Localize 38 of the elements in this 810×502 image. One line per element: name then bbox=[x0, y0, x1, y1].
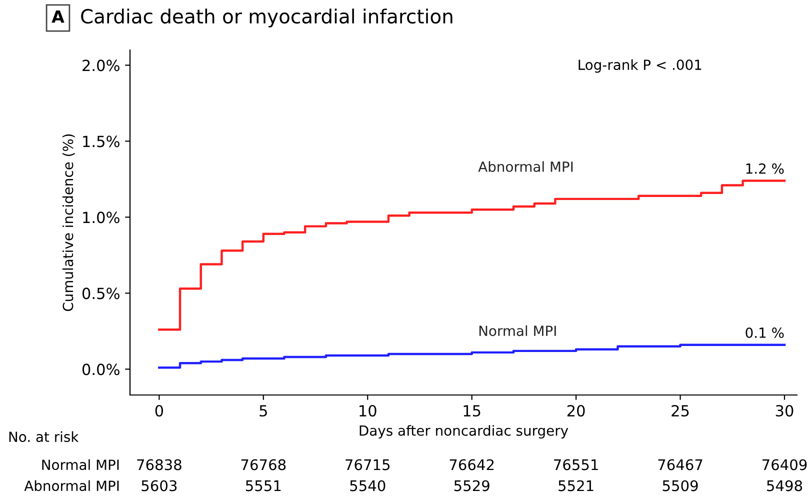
y-axis-title: Cumulative incidence (%) bbox=[62, 134, 75, 312]
chart-title: Cardiac death or myocardial infarction bbox=[81, 8, 452, 28]
x-tick-label: 10 bbox=[360, 404, 376, 417]
text: 76467 bbox=[658, 459, 702, 470]
text: No. at risk bbox=[9, 431, 79, 442]
x-tick-label: 5 bbox=[260, 405, 267, 417]
text: 76838 bbox=[137, 459, 182, 470]
y-tick-label: 0.0% bbox=[82, 364, 120, 376]
text: 76642 bbox=[450, 459, 494, 470]
annotation: 1.2 % bbox=[746, 163, 784, 174]
x-tick-label: 30 bbox=[776, 404, 794, 417]
x-tick-label: 25 bbox=[672, 404, 689, 417]
text: 76715 bbox=[346, 459, 390, 470]
series-label: Normal MPI bbox=[479, 325, 556, 336]
annotation: Log-rank P < .001 bbox=[578, 59, 702, 73]
text: Normal MPI bbox=[42, 459, 119, 470]
x-axis-title: Days after noncardiac surgery bbox=[360, 425, 568, 439]
text: 5521 bbox=[558, 480, 594, 492]
annotation: 0.1 % bbox=[746, 327, 784, 338]
text: 5540 bbox=[350, 480, 386, 492]
text: 5603 bbox=[142, 480, 177, 492]
text: 5509 bbox=[662, 480, 698, 492]
text: A bbox=[52, 10, 64, 23]
text: 76768 bbox=[241, 459, 286, 470]
text: Abnormal MPI bbox=[24, 480, 119, 492]
text: 76551 bbox=[554, 459, 598, 470]
y-tick-label: 1.5% bbox=[83, 136, 120, 148]
y-tick-label: 0.5% bbox=[82, 288, 120, 300]
text: 76409 bbox=[762, 459, 807, 470]
x-tick-label: 20 bbox=[567, 404, 585, 417]
x-tick-label: 0 bbox=[155, 404, 164, 417]
text: 5529 bbox=[454, 480, 490, 492]
y-tick-label: 2.0% bbox=[82, 60, 120, 72]
y-tick-label: 1.0% bbox=[83, 212, 120, 224]
text: 5498 bbox=[767, 480, 802, 492]
x-tick-label: 15 bbox=[464, 405, 480, 417]
series-label: Abnormal MPI bbox=[478, 161, 573, 172]
text: 5551 bbox=[246, 480, 281, 492]
